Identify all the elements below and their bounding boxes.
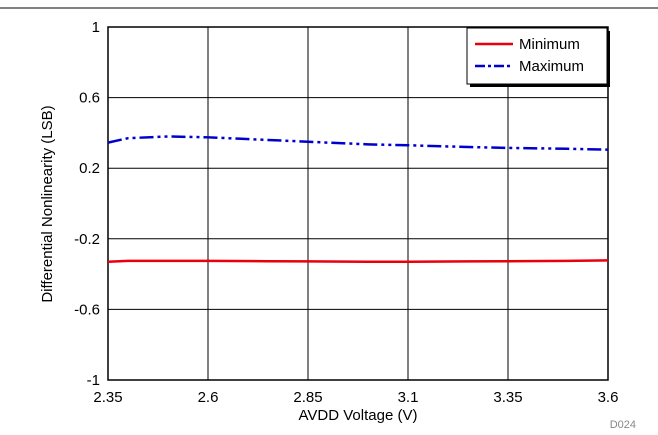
x-tick-label: 3.1 xyxy=(398,389,419,406)
x-tick-label: 3.6 xyxy=(598,389,619,406)
x-tick-label: 2.6 xyxy=(198,389,219,406)
y-tick-label: -1 xyxy=(87,372,100,389)
y-tick-label: 0.6 xyxy=(79,90,100,107)
y-axis-label: Differential Nonlinearity (LSB) xyxy=(39,105,56,302)
y-tick-label: 0.2 xyxy=(79,160,100,177)
legend-label: Maximum xyxy=(519,58,584,75)
x-axis-label: AVDD Voltage (V) xyxy=(299,407,418,424)
x-tick-label: 2.85 xyxy=(293,389,322,406)
data-line xyxy=(107,135,609,151)
x-tick-label: 2.35 xyxy=(93,389,122,406)
legend-label: Minimum xyxy=(519,36,580,53)
figure-code: D024 xyxy=(610,419,636,431)
data-line xyxy=(107,259,609,263)
y-tick-label: -0.6 xyxy=(74,301,100,318)
y-tick-label: 1 xyxy=(92,19,100,36)
legend-box xyxy=(466,27,608,85)
y-tick-label: -0.2 xyxy=(74,231,100,248)
x-tick-label: 3.35 xyxy=(493,389,522,406)
plot-frame xyxy=(107,26,609,381)
